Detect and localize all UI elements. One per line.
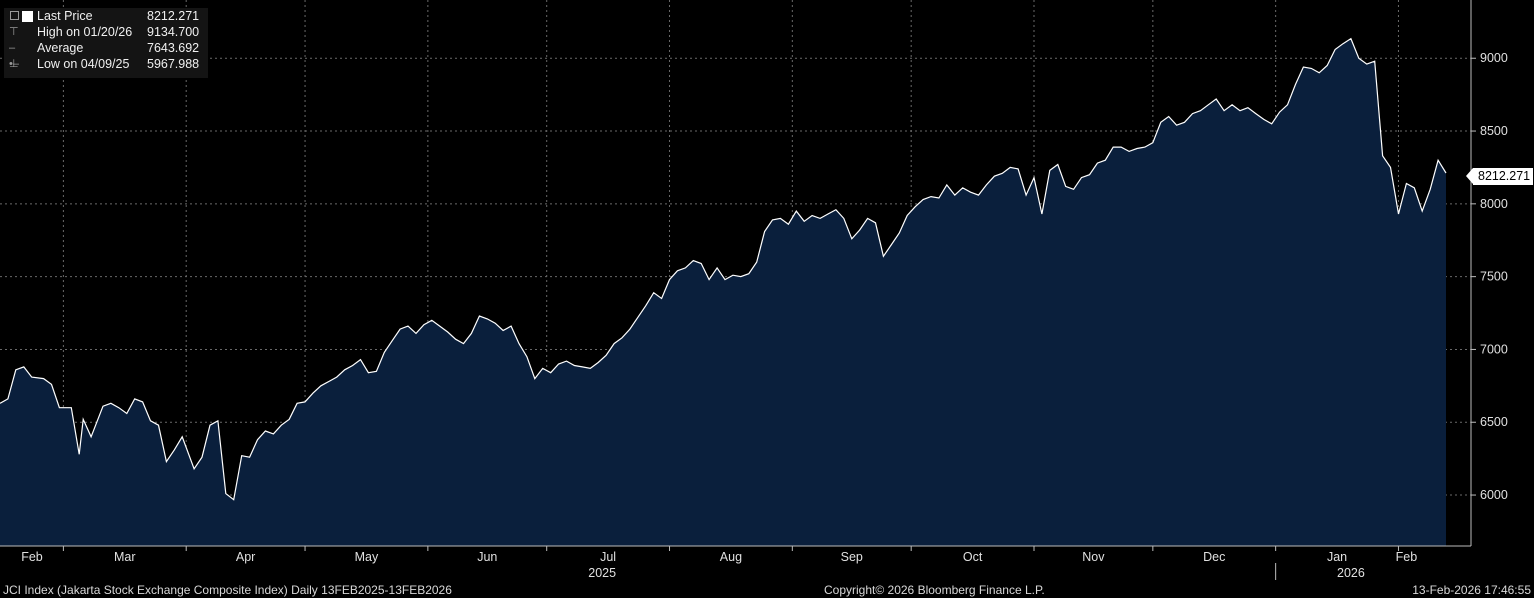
legend-average-label: Average [37,41,84,55]
x-tick-label: Feb [1396,550,1418,564]
footer-copyright: Copyright© 2026 Bloomberg Finance L.P. [824,583,1045,597]
y-tick-label: 6500 [1480,415,1508,429]
legend-row-high: ⊤ High on 01/20/26 9134.700 [4,24,208,40]
y-tick-label: 8500 [1480,124,1508,138]
legend-last-label: Last Price [37,9,93,23]
legend-low-label: Low on 04/09/25 [37,57,130,71]
last-price-badge: 8212.271 [1465,168,1534,185]
high-marker-icon: ⊤ [9,26,19,38]
low-marker-icon: ⊥ [9,58,19,70]
y-tick-label: 7500 [1480,270,1508,284]
last-price-swatch-icon [22,11,33,22]
x-tick-label: Jan [1327,550,1347,564]
x-tick-label: Oct [963,550,983,564]
collapse-icon[interactable] [10,11,19,20]
x-tick-label: Jul [600,550,616,564]
y-tick-label: 6000 [1480,488,1508,502]
y-tick-label: 9000 [1480,51,1508,65]
x-tick-label: Nov [1082,550,1105,564]
footer-bar: JCI Index (Jakarta Stock Exchange Compos… [0,581,1534,598]
x-tick-label: Mar [114,550,136,564]
x-tick-label: Feb [21,550,43,564]
price-area-fill [0,38,1446,546]
axes [0,0,1472,547]
x-tick-label: May [355,550,379,564]
x-axis-labels: Feb Mar Apr May Jun Jul Aug Sep Oct Nov Dec Jan Feb 2… [21,546,1417,580]
footer-timestamp: 13-Feb-2026 17:46:55 [1412,583,1531,597]
price-line [0,37,1447,501]
year-label: 2026 [1337,566,1365,580]
year-label: 2025 [588,566,616,580]
legend-last-value: 8212.271 [147,9,200,23]
legend-row-last: Last Price 8212.271 [4,8,208,24]
y-axis-labels: 6000 6500 7000 7500 8000 8500 9000 [1471,51,1508,502]
x-tick-label: Jun [477,550,497,564]
x-tick-label: Sep [841,550,863,564]
x-tick-label: Aug [720,550,742,564]
x-tick-label: Apr [236,550,255,564]
y-tick-label: 8000 [1480,197,1508,211]
price-area [0,37,1447,546]
legend-low-value: 5967.988 [147,57,200,71]
legend-row-average: –•– Average 7643.692 [4,40,208,70]
legend-average-value: 7643.692 [147,41,200,55]
x-tick-label: Dec [1203,550,1225,564]
legend-panel: Last Price 8212.271 ⊤ High on 01/20/26 9… [4,8,208,78]
legend-high-label: High on 01/20/26 [37,25,133,39]
legend-high-value: 9134.700 [147,25,200,39]
footer-index-description: JCI Index (Jakarta Stock Exchange Compos… [3,583,452,597]
y-tick-label: 7000 [1480,342,1508,356]
legend-row-low: ⊥ Low on 04/09/25 5967.988 [4,56,208,72]
average-marker-icon: –•– [9,42,19,70]
